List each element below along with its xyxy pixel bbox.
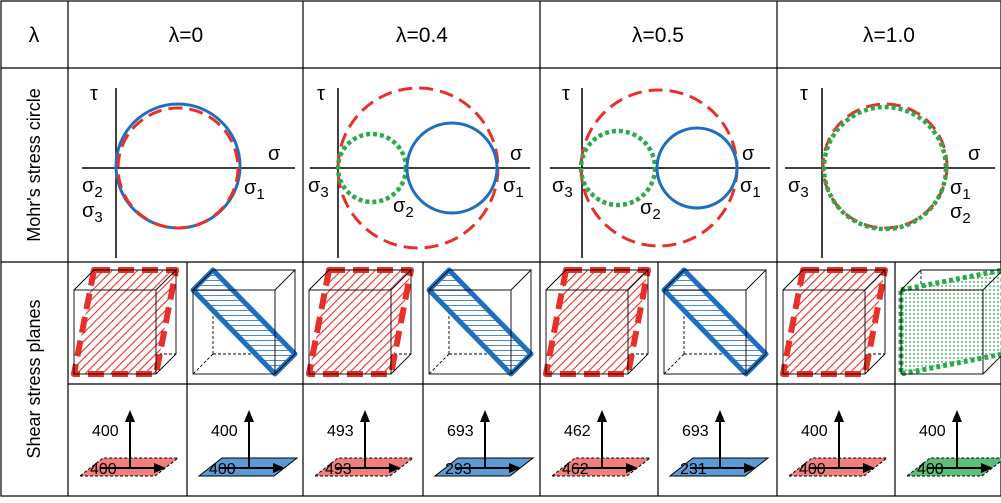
row-label-mohr: Mohr's stress circle [24,88,44,241]
force-shear-label: 493 [325,461,352,478]
cube-blue-plane [190,267,298,377]
sigma3-label: σ3 [82,200,103,226]
sigma1-label: σ1 [740,175,761,201]
sigma1-label: σ1 [503,175,524,201]
sigma2-label: σ2 [640,197,661,223]
cube-red-plane [71,267,179,377]
force-diagram: 693 293 [433,410,535,478]
cube-red-plane [780,267,888,377]
column-header-lambda-0.5: λ=0.5 [632,24,684,47]
lambda-header: λ [29,24,40,47]
tau-label: τ [317,83,325,105]
sigma3-label: σ3 [552,175,573,201]
sigma-axis-label: σ [268,143,281,165]
cube-red-plane [543,267,651,377]
sigma-axis-label: σ [742,143,755,165]
mohr-diagram-lambda-0: τ σ σ1 σ2 σ3 [82,83,295,258]
tau-label: τ [90,83,98,105]
cube-green-plane [898,267,1001,377]
cube-red-plane [306,267,414,377]
sigma3-label: σ3 [308,175,329,201]
force-diagram: 462 462 [550,410,652,478]
force-diagram: 400 400 [905,410,1001,478]
tau-label: τ [800,83,808,105]
sigma2-label: σ2 [950,201,971,227]
cube-blue-plane [661,267,769,377]
force-shear-label: 400 [90,461,117,478]
force-diagram: 493 493 [313,410,415,478]
force-normal-label: 493 [327,423,354,440]
column-header-lambda-1.0: λ=1.0 [863,24,915,47]
tau-label: τ [562,83,570,105]
force-shear-label: 400 [799,461,826,478]
force-normal-label: 693 [682,423,709,440]
force-normal-label: 400 [92,423,119,440]
mohr-diagram-lambda-0.5: τ σ σ1 σ2 σ3 [550,83,770,258]
force-shear-label: 293 [445,461,472,478]
force-normal-label: 400 [211,423,238,440]
sigma2-label: σ2 [393,195,414,221]
sigma-axis-label: σ [968,143,981,165]
shear-plane-cubes [71,267,1001,377]
sigma2-label: σ2 [82,175,103,201]
force-diagram: 693 231 [668,410,770,478]
column-header-lambda-0.4: λ=0.4 [396,24,448,47]
mohr-diagram-lambda-1.0: τ σ σ1 σ2 σ3 [785,83,995,258]
force-normal-label: 400 [919,423,946,440]
force-shear-label: 462 [562,461,589,478]
force-shear-label: 400 [209,461,236,478]
mohr-diagram-lambda-0.4: τ σ σ1 σ2 σ3 [308,83,530,258]
force-diagram: 400 400 [787,410,889,478]
force-diagram: 400 400 [197,410,299,478]
force-diagrams: 4004004004004934936932934624626932314004… [78,410,1001,478]
sigma1-label: σ1 [244,177,265,203]
force-shear-label: 231 [680,461,707,478]
cube-blue-plane [426,267,534,377]
force-normal-label: 462 [564,423,591,440]
sigma3-label: σ3 [788,175,809,201]
sigma-axis-label: σ [510,143,523,165]
force-normal-label: 400 [801,423,828,440]
force-normal-label: 693 [447,423,474,440]
force-diagram: 400 400 [78,410,180,478]
row-label-shear-planes: Shear stress planes [24,299,44,458]
sigma1-label: σ1 [950,177,971,203]
column-header-lambda-0: λ=0 [169,24,203,47]
force-shear-label: 400 [917,461,944,478]
